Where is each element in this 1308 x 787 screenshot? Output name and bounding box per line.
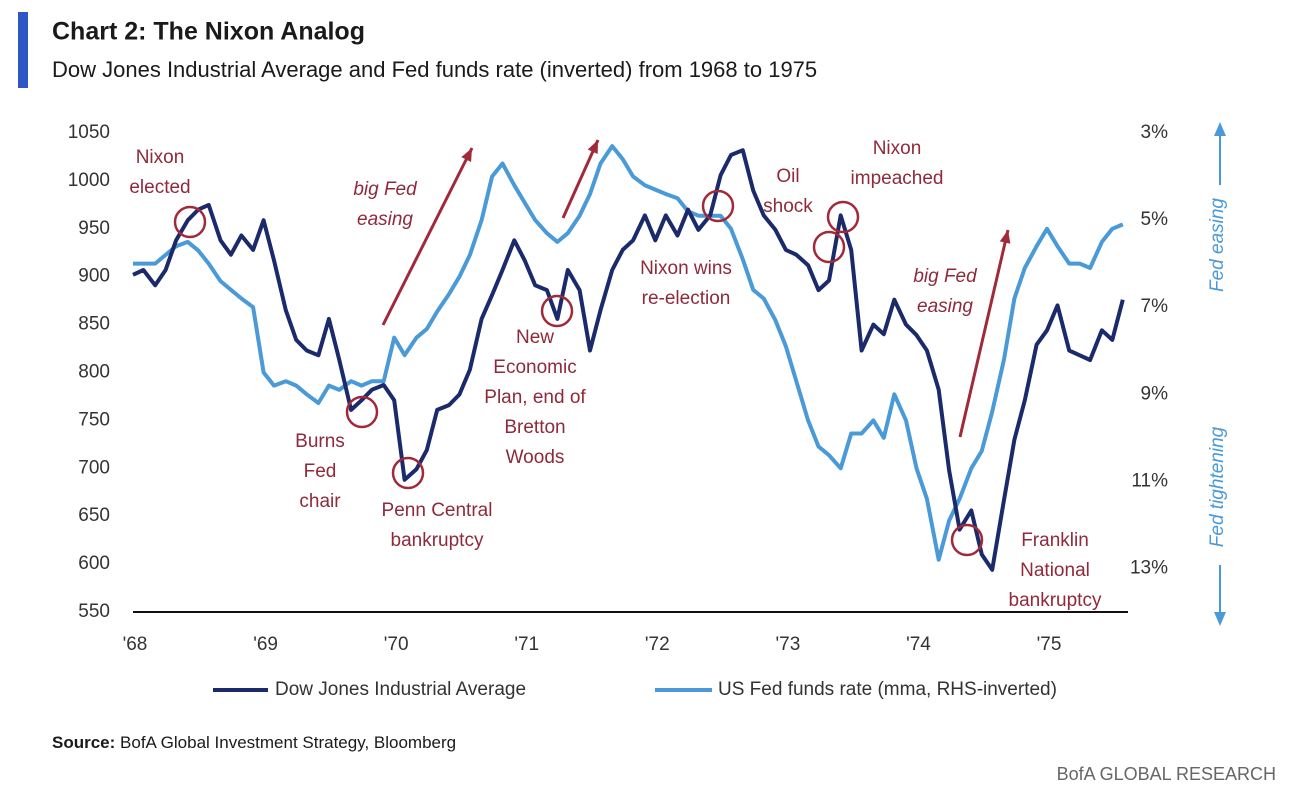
x-tick-label: '69 <box>253 634 278 655</box>
annotation: Oil <box>776 166 799 187</box>
annotation: bankruptcy <box>1009 590 1102 611</box>
highlight-circle <box>812 230 846 264</box>
annotation: Nixon wins <box>640 258 732 279</box>
y2-tick-label: 9% <box>1141 383 1169 404</box>
legend-label: US Fed funds rate (mma, RHS-inverted) <box>718 679 1057 700</box>
x-tick-label: '70 <box>384 634 409 655</box>
highlight-circle <box>345 395 379 429</box>
annotation-arrow <box>561 139 600 219</box>
annotation: Economic <box>493 357 576 378</box>
x-tick-label: '73 <box>776 634 801 655</box>
annotation-arrow <box>381 147 474 326</box>
highlight-circle <box>950 523 984 557</box>
y2-tick-label: 11% <box>1131 470 1168 491</box>
chart-title: Chart 2: The Nixon Analog <box>52 18 365 46</box>
side-label: Fed easing <box>1207 198 1228 292</box>
y-tick-label: 1050 <box>68 122 110 143</box>
annotation: Fed <box>304 461 337 482</box>
y2-tick-label: 7% <box>1141 296 1169 317</box>
y-tick-label: 900 <box>78 266 110 287</box>
highlight-circle <box>826 200 860 234</box>
highlight-circle <box>173 205 207 239</box>
annotation: easing <box>357 209 413 230</box>
x-tick-label: '74 <box>906 634 931 655</box>
y2-tick-label: 5% <box>1141 209 1169 230</box>
annotation: Nixon <box>873 138 922 159</box>
chart-subtitle: Dow Jones Industrial Average and Fed fun… <box>52 57 817 82</box>
legend-label: Dow Jones Industrial Average <box>275 679 526 700</box>
y-tick-label: 750 <box>78 409 110 430</box>
annotation: New <box>516 327 554 348</box>
source-label: Source: <box>52 733 115 752</box>
series-line <box>133 144 1124 562</box>
y2-tick-label: 3% <box>1141 122 1169 143</box>
annotation: bankruptcy <box>391 530 484 551</box>
annotation: National <box>1020 560 1090 581</box>
highlight-circle <box>540 294 574 328</box>
source: Source: BofA Global Investment Strategy,… <box>52 733 456 752</box>
annotation: Penn Central <box>382 500 493 521</box>
arrow-head <box>587 140 598 154</box>
x-tick-label: '75 <box>1037 634 1062 655</box>
side-label: Fed tightening <box>1207 426 1228 547</box>
annotation: re-election <box>642 288 731 309</box>
y-tick-label: 800 <box>78 362 110 383</box>
highlight-circle <box>701 189 735 223</box>
source-text: BofA Global Investment Strategy, Bloombe… <box>120 733 456 752</box>
y-tick-label: 950 <box>78 218 110 239</box>
annotation: chair <box>299 491 341 512</box>
branding: BofA GLOBAL RESEARCH <box>1057 764 1276 784</box>
annotation: Nixon <box>136 147 185 168</box>
series-line <box>132 148 1125 572</box>
annotation: Bretton <box>504 417 565 438</box>
y-tick-label: 850 <box>78 314 110 335</box>
annotation: easing <box>917 296 973 317</box>
title-bar <box>18 12 28 88</box>
y-tick-label: 550 <box>78 601 110 622</box>
y-tick-label: 1000 <box>68 170 110 191</box>
annotation: shock <box>763 196 813 217</box>
y-tick-label: 650 <box>78 505 110 526</box>
annotation: Burns <box>295 431 345 452</box>
arrow-head <box>461 148 472 162</box>
arrow-head <box>999 230 1011 244</box>
x-tick-label: '68 <box>123 634 148 655</box>
x-tick-label: '72 <box>645 634 670 655</box>
annotation: big Fed <box>913 266 978 287</box>
y-tick-label: 600 <box>78 553 110 574</box>
highlight-circle <box>391 456 425 490</box>
side-arrow-head <box>1214 612 1226 626</box>
annotation: Franklin <box>1021 530 1089 551</box>
side-arrow-head <box>1214 122 1226 136</box>
y2-tick-label: 13% <box>1130 557 1168 578</box>
annotation: Plan, end of <box>484 387 586 408</box>
x-tick-label: '71 <box>514 634 539 655</box>
y-tick-label: 700 <box>78 457 110 478</box>
annotation: impeached <box>851 168 944 189</box>
annotation: Woods <box>506 447 565 468</box>
annotation-arrow <box>958 229 1010 438</box>
annotation: elected <box>129 177 190 198</box>
annotation: big Fed <box>353 179 418 200</box>
